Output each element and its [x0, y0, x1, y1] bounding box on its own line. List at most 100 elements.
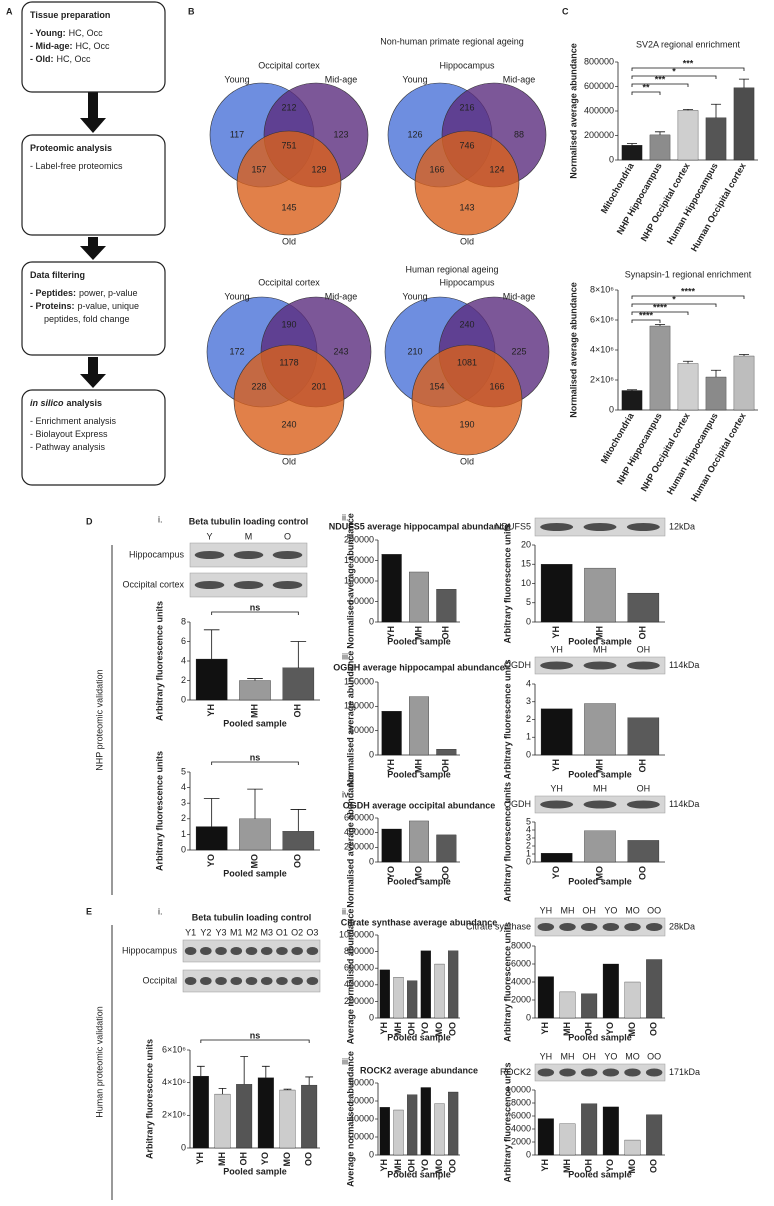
y-tick-label: 0 — [526, 1149, 531, 1159]
x-axis-label: Pooled sample — [568, 769, 632, 779]
x-tick-label: YH — [386, 626, 396, 639]
lane-label: Y2 — [200, 927, 211, 937]
error-bar — [240, 1056, 249, 1085]
bar — [409, 696, 429, 756]
chart-title: ROCK2 average abundance — [360, 1065, 478, 1075]
bar — [705, 117, 727, 161]
blot-band — [230, 947, 243, 955]
bar — [540, 708, 573, 756]
x-tick-label: MH — [249, 704, 259, 718]
y-tick-label: 200000 — [344, 534, 374, 544]
x-tick-label: OH — [584, 1159, 594, 1173]
y-tick-label: 50000 — [349, 725, 374, 735]
y-tick-label: 5 — [526, 816, 531, 826]
y-tick-label: 3 — [526, 696, 531, 706]
blot-band — [200, 977, 212, 985]
bar — [559, 991, 576, 1019]
x-tick-label: YO — [206, 854, 216, 867]
panel-letter: A — [6, 6, 13, 16]
significance-bracket — [200, 1039, 310, 1043]
venn-circle — [233, 344, 345, 456]
box-item: - Label-free proteomics — [30, 161, 123, 171]
venn-count: 157 — [251, 164, 266, 174]
venn-circle — [411, 344, 523, 456]
y-tick-label: 40000 — [349, 1113, 374, 1123]
blot-band — [602, 1068, 620, 1077]
part-numeral: iii. — [342, 1056, 351, 1066]
lane-label: OH — [637, 783, 651, 793]
item-text: - Enrichment analysis — [30, 416, 117, 426]
venn-count: 124 — [489, 164, 504, 174]
x-tick-label: OO — [649, 1022, 659, 1036]
bar — [407, 1094, 418, 1156]
y-tick-label: 50000 — [349, 596, 374, 606]
y-tick-label: 1000000 — [339, 929, 374, 939]
chart-title: NDUFS5 average hippocampal abundance — [329, 521, 510, 531]
bar — [584, 830, 616, 863]
box-title-italic: in silico — [30, 398, 64, 408]
chart-title: Citrate synthase average abundance — [341, 917, 498, 927]
bar — [584, 567, 616, 623]
x-tick-label: MH — [217, 1152, 227, 1166]
x-tick-label: MH — [393, 1022, 403, 1036]
lane-label: MH — [561, 905, 575, 915]
venn-title: Hippocampus — [439, 60, 495, 70]
bar — [436, 749, 457, 756]
blot-band — [260, 977, 273, 985]
part-numeral: i. — [158, 906, 163, 916]
x-tick-label: Human Occipital cortex — [689, 411, 748, 503]
x-axis-label: Pooled sample — [223, 868, 287, 878]
blot-size: 114kDa — [669, 660, 699, 670]
blot-band — [194, 551, 225, 559]
blot-protein: ROCK2 — [500, 1067, 531, 1077]
y-axis-label: Arbitrary fluorescence units — [502, 523, 512, 643]
blot-row-label: Hippocampus — [129, 549, 185, 559]
venn-count: 240 — [459, 319, 474, 329]
bar — [282, 831, 315, 851]
significance-bracket — [631, 311, 689, 315]
venn-count: 126 — [407, 129, 422, 139]
box-title-text: Tissue preparation — [30, 10, 110, 20]
lane-label: M1 — [230, 927, 243, 937]
y-axis-label: Normalised average abundance — [345, 772, 355, 908]
y-tick-label: 0 — [181, 694, 186, 704]
blot-protein: NDUFS5 — [495, 521, 531, 531]
bar — [677, 110, 699, 161]
bar — [379, 1107, 390, 1156]
y-axis-label: Average normalised abundance — [345, 909, 355, 1045]
x-tick-label: Human Hippocampus — [665, 161, 720, 246]
bar — [409, 820, 429, 863]
significance-bracket — [211, 611, 299, 615]
x-axis-label: Pooled sample — [568, 876, 632, 886]
process-box — [21, 261, 166, 356]
x-tick-label: YO — [551, 866, 561, 879]
x-tick-label: NHP Occipital cortex — [639, 161, 692, 243]
blot-band — [276, 947, 288, 955]
bar — [195, 658, 228, 701]
bar — [301, 1084, 318, 1149]
blot-band — [626, 661, 660, 670]
item-label: - Peptides: — [30, 288, 76, 298]
box-title: Tissue preparation — [30, 10, 110, 20]
blot-band — [580, 923, 598, 931]
lane-label: O — [284, 531, 291, 541]
blot-band — [184, 977, 197, 985]
x-tick-label: OH — [638, 759, 648, 773]
error-bar — [218, 1087, 227, 1095]
x-tick-label: OH — [407, 1022, 417, 1036]
blot-row-label: Occipital cortex — [122, 579, 184, 589]
significance-label: ns — [250, 1030, 261, 1040]
panel-letter: D — [86, 516, 93, 526]
item-text: power, p-value — [79, 288, 138, 298]
box-item: - Peptides: power, p-value — [30, 288, 138, 298]
bar — [677, 363, 699, 411]
bar — [239, 818, 271, 851]
lane-label: YH — [550, 644, 563, 654]
y-axis-label: Arbitrary fluorescence units — [502, 922, 512, 1042]
significance-label: *** — [655, 74, 666, 84]
error-bar — [203, 798, 220, 827]
box-item: - Pathway analysis — [30, 442, 106, 452]
bar — [621, 390, 643, 411]
axis — [189, 1050, 320, 1149]
bar — [448, 950, 459, 1019]
